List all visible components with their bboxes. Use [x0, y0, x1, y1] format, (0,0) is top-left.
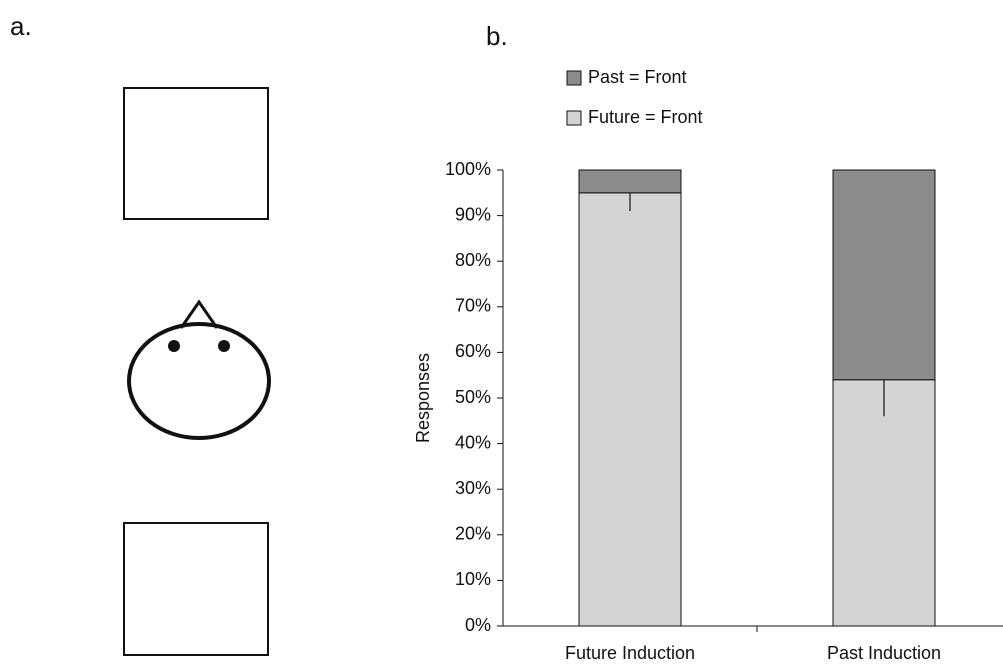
y-tick-label: 10%: [455, 569, 491, 589]
y-tick-label: 90%: [455, 204, 491, 224]
y-tick-label: 30%: [455, 478, 491, 498]
diagram: [124, 88, 269, 655]
back-box: [124, 523, 268, 655]
bar-segment: [833, 380, 935, 626]
legend-swatch: [567, 111, 581, 125]
y-tick-label: 40%: [455, 432, 491, 452]
y-tick-label: 20%: [455, 524, 491, 544]
y-axis-label: Responses: [413, 353, 433, 443]
y-tick-label: 60%: [455, 341, 491, 361]
bar-segment: [579, 170, 681, 193]
eye: [168, 340, 180, 352]
panel-label: a.: [10, 11, 32, 41]
y-tick-label: 80%: [455, 250, 491, 270]
front-box: [124, 88, 268, 219]
y-tick-label: 70%: [455, 296, 491, 316]
x-tick-label: Past Induction: [827, 643, 941, 663]
legend-swatch: [567, 71, 581, 85]
figure: a. b. Responses 0% 10% 20% 30% 40% 50% 60% 70% 8…: [0, 0, 1003, 666]
legend-label: Past = Front: [588, 67, 687, 87]
y-tick-label: 0%: [465, 615, 491, 635]
bar-segment: [833, 170, 935, 380]
y-tick-label: 100%: [445, 159, 491, 179]
head: [129, 324, 269, 438]
y-tick-label: 50%: [455, 387, 491, 407]
eye: [218, 340, 230, 352]
bar-segment: [579, 193, 681, 626]
legend-label: Future = Front: [588, 107, 703, 127]
panel-label: b.: [486, 21, 508, 51]
x-tick-label: Future Induction: [565, 643, 695, 663]
